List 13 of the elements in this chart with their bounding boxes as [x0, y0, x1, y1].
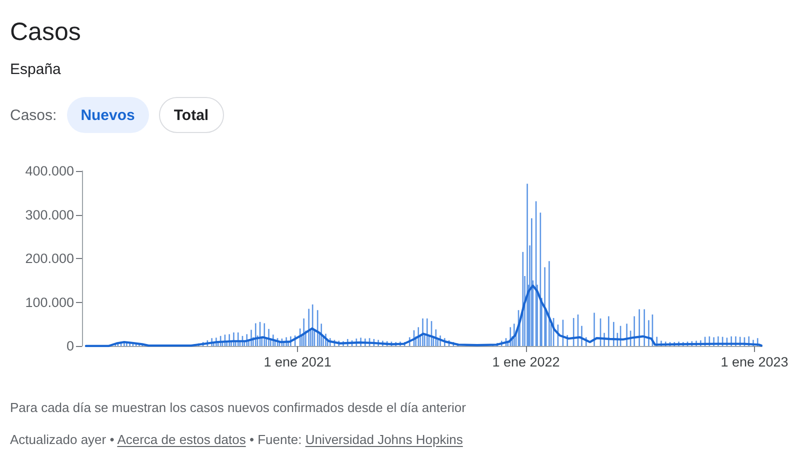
y-tick-label: 100.000 [25, 294, 74, 310]
chart-subtitle: España [10, 61, 61, 78]
text: Para cada día se muestran los casos nuevos confirmados desde el día anterior [10, 400, 466, 415]
x-tick-label: 1 ene 2022 [492, 354, 560, 370]
y-tick-label: 300.000 [25, 207, 74, 222]
y-tick-label: 200.000 [25, 251, 74, 266]
text: Actualizado ayer • Acerca de estos datos • Fuente: Universidad Johns Hopkins [10, 432, 464, 448]
chart-title: Casos [10, 18, 81, 46]
y-tick-label: 400.000 [25, 164, 74, 178]
x-tick-label: 1 ene 2021 [264, 354, 332, 370]
y-tick-label: 0 [66, 338, 74, 354]
x-tick-label: 1 ene 2023 [720, 354, 788, 370]
text: Casos: [10, 106, 57, 124]
